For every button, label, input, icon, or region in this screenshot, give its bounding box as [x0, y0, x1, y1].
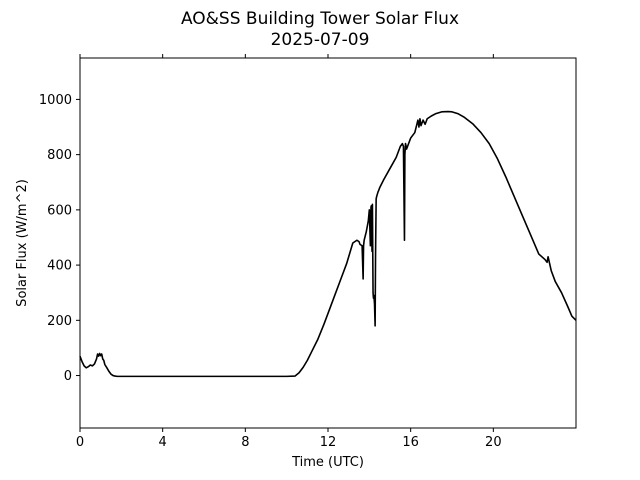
- x-axis: 0 4 8 12 16 20: [76, 54, 502, 450]
- y-tick-label: 200: [47, 314, 72, 329]
- y-axis: 0 200 400 600 800 1000: [39, 93, 80, 384]
- x-tick-label: 20: [485, 435, 502, 450]
- chart-title: AO&SS Building Tower Solar Flux: [181, 9, 459, 29]
- x-tick-label: 16: [402, 435, 419, 450]
- series-line-solar-flux: [79, 110, 577, 378]
- y-tick-label: 0: [64, 369, 72, 384]
- x-tick-label: 12: [320, 435, 337, 450]
- y-axis-label: Solar Flux (W/m^2): [15, 179, 30, 307]
- x-axis-label: Time (UTC): [291, 455, 364, 470]
- x-tick-label: 4: [159, 435, 167, 450]
- x-tick-label: 8: [241, 435, 249, 450]
- y-tick-label: 400: [47, 259, 72, 274]
- y-tick-label: 800: [47, 148, 72, 163]
- y-tick-label: 600: [47, 203, 72, 218]
- chart-subtitle: 2025-07-09: [271, 30, 370, 50]
- y-tick-label: 1000: [39, 93, 72, 108]
- x-tick-label: 0: [76, 435, 84, 450]
